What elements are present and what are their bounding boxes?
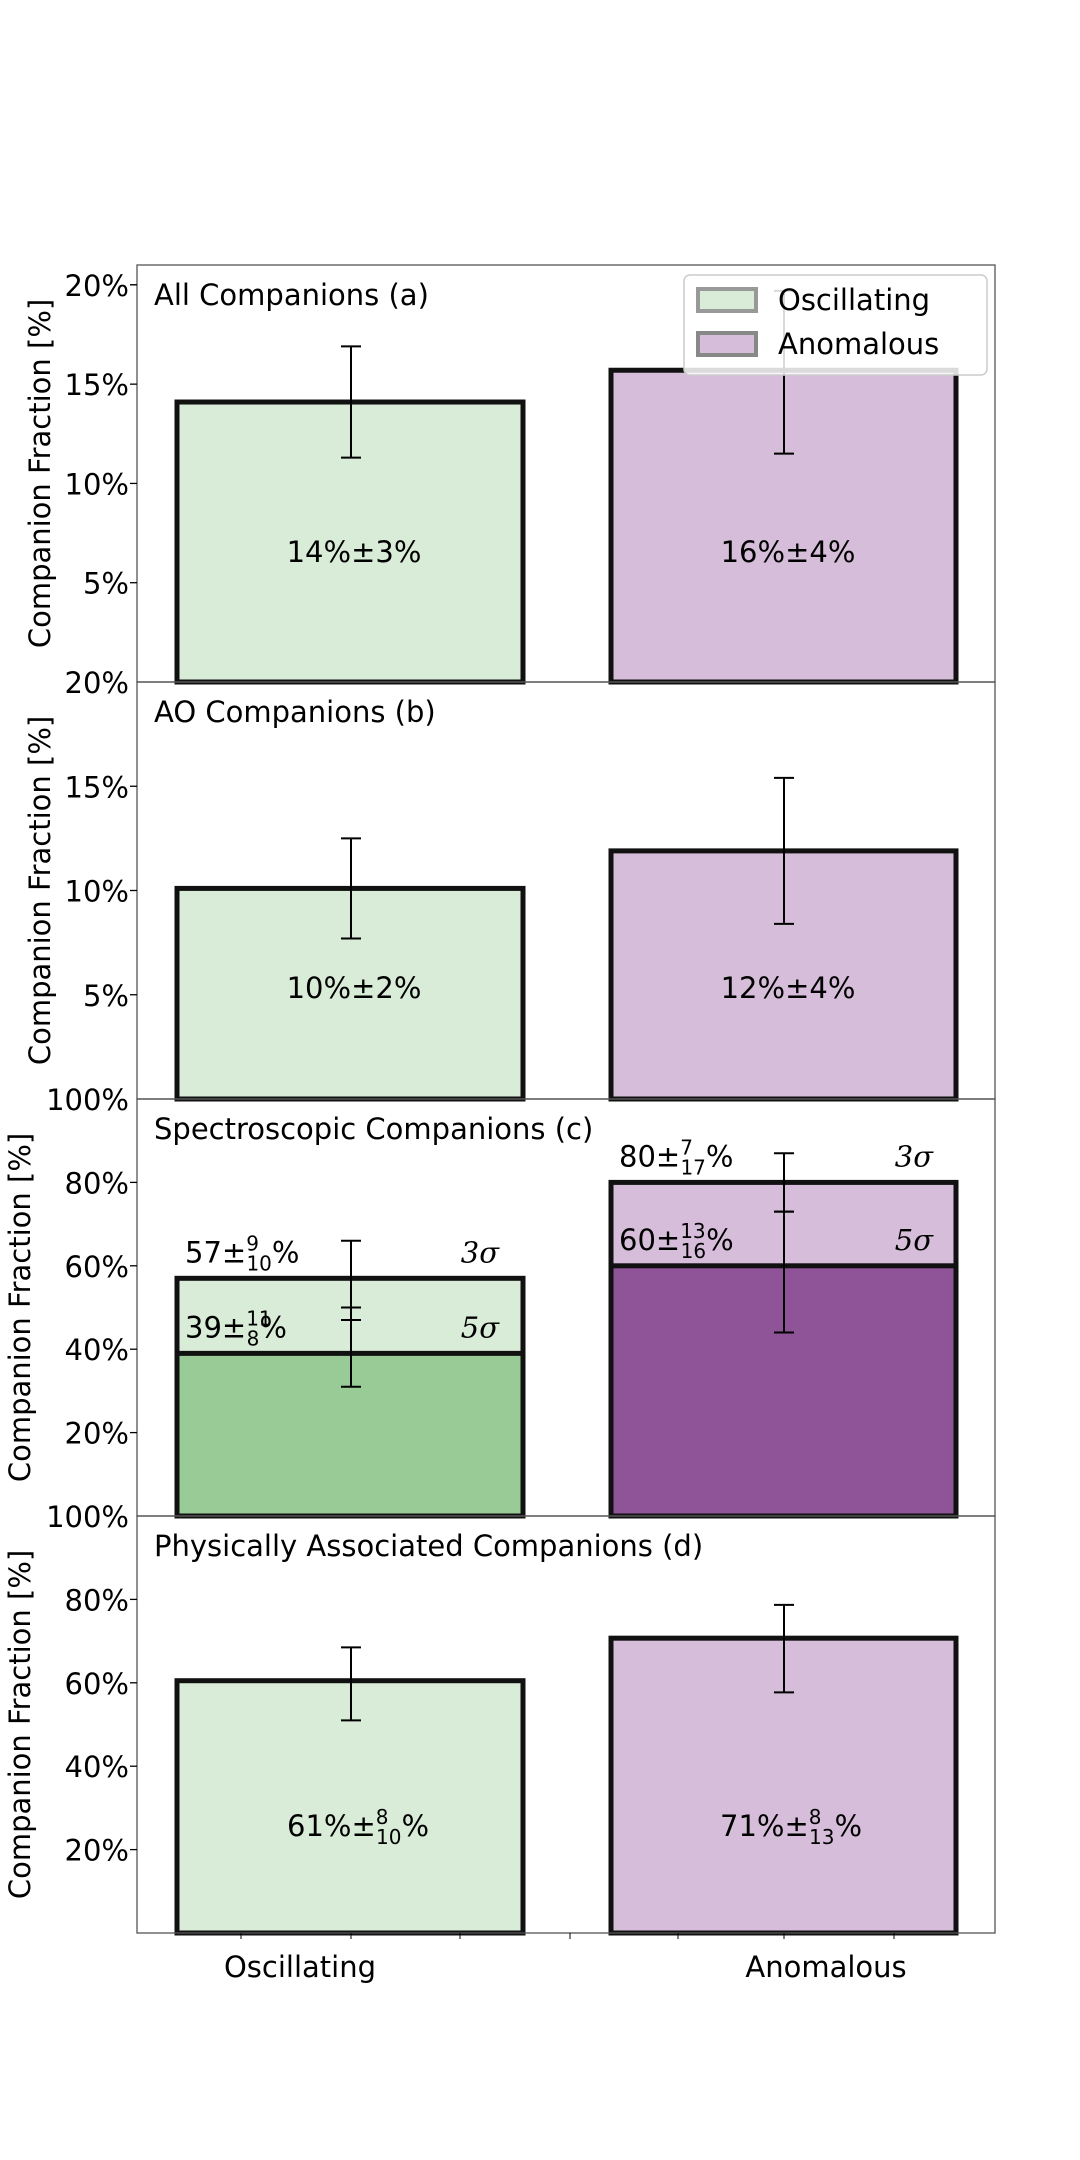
panel-title: AO Companions (b) — [154, 695, 436, 729]
x-tick-label: Oscillating — [224, 1950, 376, 1984]
y-tick-label: 20% — [65, 269, 129, 303]
value-label: 12%±4% — [721, 971, 856, 1005]
error-bar — [341, 1306, 361, 1388]
y-axis-label: Companion Fraction [%] — [3, 1133, 37, 1482]
y-tick-label: 15% — [65, 368, 129, 402]
legend-box — [683, 274, 988, 376]
legend-swatch-oscillating — [696, 287, 758, 313]
y-tick-label: 40% — [65, 1750, 129, 1784]
panel-title: All Companions (a) — [154, 278, 429, 312]
y-tick-label: 60% — [65, 1250, 129, 1284]
y-tick-label: 10% — [65, 875, 129, 909]
sigma-label: 5σ — [461, 1310, 500, 1344]
y-axis-label: Companion Fraction [%] — [3, 1550, 37, 1899]
value-label: 14%±3% — [287, 535, 422, 569]
panel-title: Spectroscopic Companions (c) — [154, 1112, 593, 1146]
bar-oscillating — [174, 885, 526, 1102]
sigma-label: 3σ — [895, 1139, 934, 1173]
error-bar — [774, 1603, 794, 1694]
y-tick-label: 5% — [83, 979, 129, 1013]
sigma-label: 3σ — [461, 1235, 500, 1269]
y-axis-label: Companion Fraction [%] — [23, 716, 57, 1065]
y-axis-label: Companion Fraction [%] — [23, 299, 57, 648]
y-tick-label: 20% — [65, 1834, 129, 1868]
value-label: 16%±4% — [721, 535, 856, 569]
y-tick-label: 10% — [65, 467, 129, 501]
y-tick-label: 5% — [83, 567, 129, 601]
bar-oscillating — [174, 1678, 526, 1936]
y-tick-label: 80% — [65, 1166, 129, 1200]
value-label: 39±11 8% — [185, 1306, 287, 1350]
y-tick-label: 80% — [65, 1583, 129, 1617]
legend — [683, 274, 988, 376]
panel-frame — [136, 1515, 996, 1934]
value-label: 61%±8 10% — [287, 1805, 429, 1849]
value-label: 57±9 10% — [185, 1231, 299, 1275]
legend-label: Anomalous — [778, 327, 939, 361]
error-bar — [341, 1646, 361, 1722]
y-tick-label: 40% — [65, 1333, 129, 1367]
value-label: 80±7 17% — [619, 1135, 733, 1179]
error-bar — [774, 776, 794, 925]
y-tick-label: 15% — [65, 770, 129, 804]
y-tick-label: 100% — [46, 1083, 129, 1117]
panel-title: Physically Associated Companions (d) — [154, 1529, 703, 1563]
value-label: 60±13 16% — [619, 1219, 734, 1263]
value-label: 10%±2% — [287, 971, 422, 1005]
value-label: 71%±8 13% — [720, 1805, 862, 1849]
error-bar — [341, 345, 361, 459]
y-tick-label: 60% — [65, 1667, 129, 1701]
error-bar — [774, 1210, 794, 1334]
legend-swatch-anomalous — [696, 331, 758, 357]
x-tick-label: Anomalous — [745, 1950, 906, 1984]
y-tick-label: 20% — [65, 666, 129, 700]
legend-label: Oscillating — [778, 283, 930, 317]
y-tick-label: 20% — [65, 1417, 129, 1451]
error-bar — [341, 837, 361, 940]
y-tick-label: 100% — [46, 1500, 129, 1534]
sigma-label: 5σ — [895, 1223, 934, 1257]
